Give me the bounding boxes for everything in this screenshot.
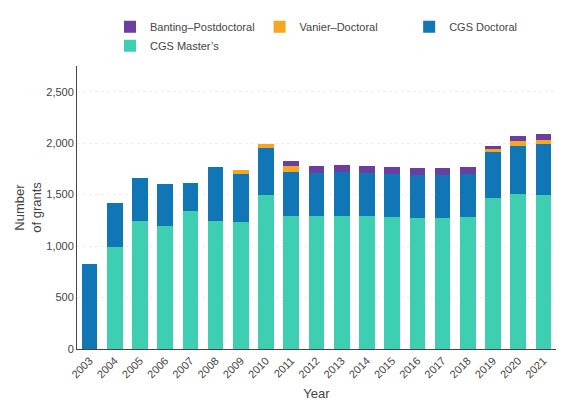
svg-text:2019: 2019 <box>472 355 498 381</box>
svg-text:2015: 2015 <box>372 355 398 381</box>
svg-text:2012: 2012 <box>296 355 322 381</box>
svg-text:1,500: 1,500 <box>46 188 74 200</box>
svg-text:0: 0 <box>68 343 74 355</box>
svg-text:CGS Master’s: CGS Master’s <box>150 40 219 52</box>
svg-text:2,000: 2,000 <box>46 137 74 149</box>
svg-text:2003: 2003 <box>69 355 95 381</box>
svg-text:2004: 2004 <box>94 355 120 381</box>
svg-text:2008: 2008 <box>195 355 221 381</box>
svg-text:Year: Year <box>303 386 330 401</box>
svg-text:CGS Doctoral: CGS Doctoral <box>449 21 517 33</box>
svg-text:2021: 2021 <box>523 355 549 381</box>
svg-text:2009: 2009 <box>220 355 246 381</box>
svg-text:1,000: 1,000 <box>46 240 74 252</box>
svg-text:2017: 2017 <box>422 355 448 381</box>
svg-text:2014: 2014 <box>346 355 372 381</box>
svg-text:2016: 2016 <box>397 355 423 381</box>
svg-text:2010: 2010 <box>246 355 272 381</box>
svg-text:2020: 2020 <box>498 355 524 381</box>
svg-text:500: 500 <box>55 291 73 303</box>
svg-text:2011: 2011 <box>271 355 296 380</box>
svg-text:2006: 2006 <box>145 355 171 381</box>
svg-text:2018: 2018 <box>447 355 473 381</box>
svg-text:Vanier–Doctoral: Vanier–Doctoral <box>300 21 378 33</box>
svg-text:2005: 2005 <box>120 355 146 381</box>
svg-text:Numberof grants: Numberof grants <box>12 182 44 233</box>
svg-text:2,500: 2,500 <box>46 86 74 98</box>
svg-text:2013: 2013 <box>321 355 347 381</box>
svg-text:2007: 2007 <box>170 355 196 381</box>
svg-text:Banting–Postdoctoral: Banting–Postdoctoral <box>150 21 255 33</box>
